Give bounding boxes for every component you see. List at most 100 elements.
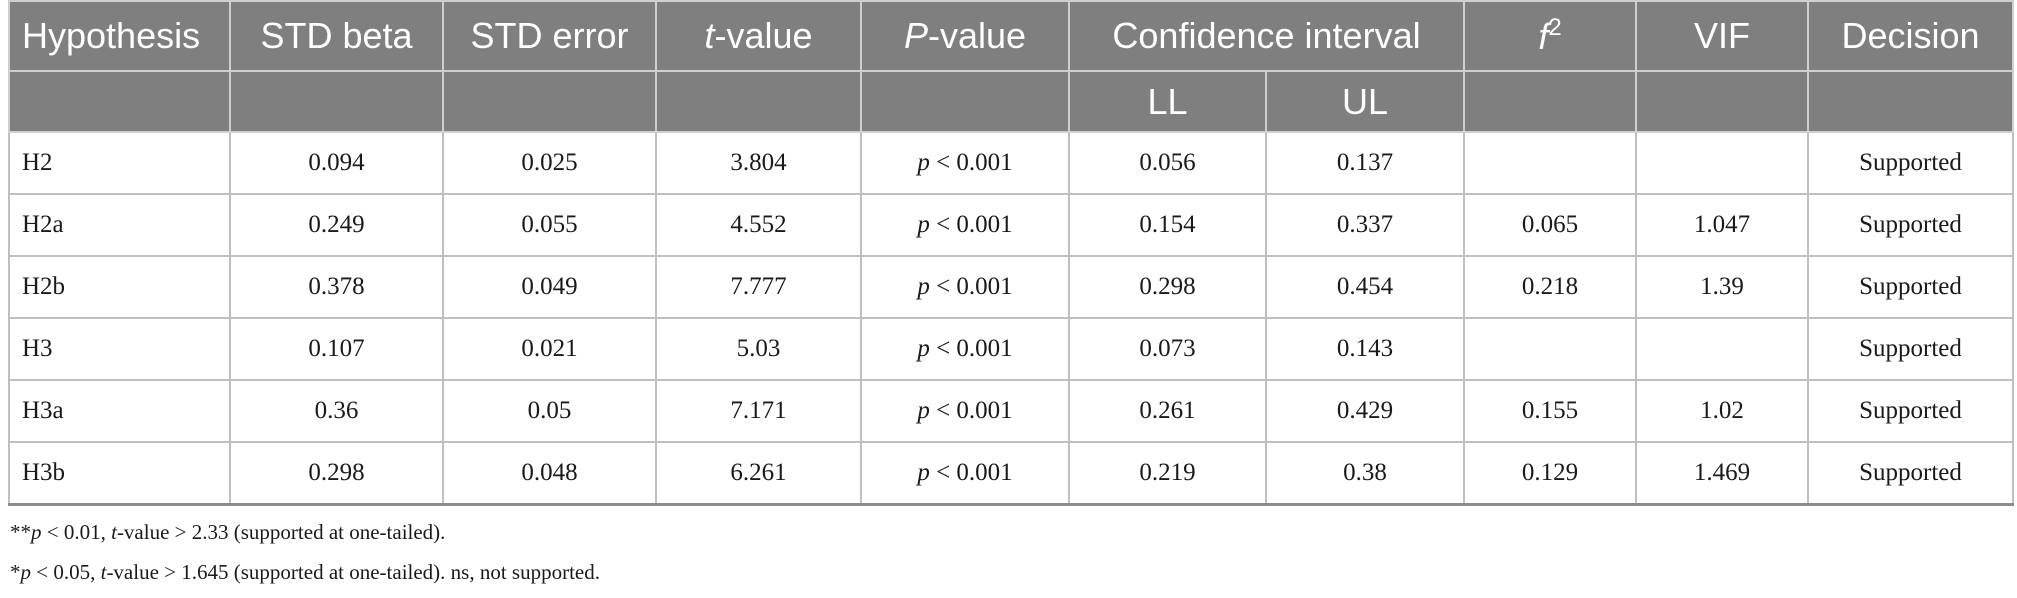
header-f-symbol: f (1538, 16, 1549, 57)
table-notes: **p < 0.01, t-value > 2.33 (supported at… (10, 512, 600, 592)
header-t-suffix: -value (714, 15, 813, 56)
cell-p-value: p < 0.001 (860, 131, 1070, 195)
p-threshold: < 0.001 (929, 397, 1013, 424)
p-threshold: < 0.001 (929, 335, 1013, 362)
cell-t-value: 7.777 (655, 255, 862, 319)
p-threshold: < 0.001 (929, 211, 1013, 238)
cell-hypothesis: H2 (8, 131, 231, 195)
cell-decision: Supported (1807, 317, 2014, 381)
cell-vif (1635, 131, 1809, 195)
p-symbol: p (917, 273, 930, 300)
cell-f-squared (1463, 317, 1637, 381)
footnote-2-p: p (20, 560, 32, 584)
cell-std-beta: 0.298 (229, 441, 444, 506)
p-symbol: p (917, 211, 930, 238)
cell-p-value: p < 0.001 (860, 193, 1070, 257)
footnote-1: **p < 0.01, t-value > 2.33 (supported at… (10, 512, 600, 552)
cell-std-error: 0.049 (442, 255, 657, 319)
cell-ul: 0.137 (1265, 131, 1465, 195)
table-row: H3 0.107 0.021 5.03 p < 0.001 0.073 0.143 Suppo… (8, 317, 2014, 381)
cell-p-value: p < 0.001 (860, 379, 1070, 443)
table-body: H2 0.094 0.025 3.804 p < 0.001 0.056 0.137 Supp… (8, 131, 2014, 506)
cell-vif (1635, 317, 1809, 381)
cell-f-squared: 0.155 (1463, 379, 1637, 443)
header-row: Hypothesis STD beta STD error t-value P-… (8, 0, 2014, 72)
table-container: Hypothesis STD beta STD error t-value P-… (8, 0, 2014, 506)
footnote-1-rest: -value > 2.33 (supported at one-tailed). (116, 520, 446, 544)
header-f-squared: f2 (1463, 0, 1637, 72)
cell-std-error: 0.025 (442, 131, 657, 195)
cell-hypothesis: H3a (8, 379, 231, 443)
subheader-empty (1463, 70, 1637, 133)
cell-std-beta: 0.249 (229, 193, 444, 257)
cell-std-error: 0.021 (442, 317, 657, 381)
header-t-value: t-value (655, 0, 862, 72)
cell-p-value: p < 0.001 (860, 255, 1070, 319)
cell-vif: 1.469 (1635, 441, 1809, 506)
subheader-ll: LL (1068, 70, 1267, 133)
cell-t-value: 6.261 (655, 441, 862, 506)
cell-ul: 0.429 (1265, 379, 1465, 443)
subheader-empty (655, 70, 862, 133)
cell-ll: 0.154 (1068, 193, 1267, 257)
cell-t-value: 7.171 (655, 379, 862, 443)
p-threshold: < 0.001 (929, 273, 1013, 300)
cell-p-value: p < 0.001 (860, 441, 1070, 506)
footnote-2: *p < 0.05, t-value > 1.645 (supported at… (10, 552, 600, 592)
footnote-2-rest: -value > 1.645 (supported at one-tailed)… (106, 560, 600, 584)
cell-t-value: 3.804 (655, 131, 862, 195)
footnote-1-t: t (111, 520, 117, 544)
header-confidence-interval: Confidence interval (1068, 0, 1465, 72)
cell-vif: 1.39 (1635, 255, 1809, 319)
subheader-ul: UL (1265, 70, 1465, 133)
cell-f-squared: 0.129 (1463, 441, 1637, 506)
cell-std-beta: 0.094 (229, 131, 444, 195)
subheader-empty (229, 70, 444, 133)
cell-decision: Supported (1807, 379, 2014, 443)
header-p-suffix: -value (927, 15, 1027, 56)
subheader-row: LL UL (8, 70, 2014, 133)
cell-vif: 1.02 (1635, 379, 1809, 443)
p-symbol: p (917, 149, 930, 176)
cell-f-squared: 0.218 (1463, 255, 1637, 319)
cell-hypothesis: H2a (8, 193, 231, 257)
cell-ul: 0.143 (1265, 317, 1465, 381)
cell-ll: 0.298 (1068, 255, 1267, 319)
header-hypothesis: Hypothesis (8, 0, 231, 72)
footnote-1-mid: < 0.01, (41, 520, 112, 544)
header-std-error: STD error (442, 0, 657, 72)
header-p-symbol: P (903, 15, 928, 56)
cell-std-error: 0.055 (442, 193, 657, 257)
cell-decision: Supported (1807, 193, 2014, 257)
header-p-value: P-value (860, 0, 1070, 72)
header-t-symbol: t (704, 15, 715, 56)
table-row: H3a 0.36 0.05 7.171 p < 0.001 0.261 0.429 0.155… (8, 379, 2014, 443)
cell-t-value: 4.552 (655, 193, 862, 257)
table-row: H2b 0.378 0.049 7.777 p < 0.001 0.298 0.454 0.2… (8, 255, 2014, 319)
cell-std-beta: 0.107 (229, 317, 444, 381)
cell-ul: 0.38 (1265, 441, 1465, 506)
header-vif: VIF (1635, 0, 1809, 72)
hypothesis-results-table: Hypothesis STD beta STD error t-value P-… (8, 0, 2014, 506)
subheader-empty (1635, 70, 1809, 133)
p-threshold: < 0.001 (929, 149, 1013, 176)
cell-std-beta: 0.36 (229, 379, 444, 443)
subheader-empty (1807, 70, 2014, 133)
cell-ll: 0.219 (1068, 441, 1267, 506)
table-row: H2a 0.249 0.055 4.552 p < 0.001 0.154 0.337 0.0… (8, 193, 2014, 257)
footnote-2-t: t (100, 560, 107, 584)
cell-hypothesis: H2b (8, 255, 231, 319)
cell-std-error: 0.048 (442, 441, 657, 506)
cell-decision: Supported (1807, 441, 2014, 506)
subheader-empty (442, 70, 657, 133)
p-threshold: < 0.001 (929, 459, 1013, 486)
cell-vif: 1.047 (1635, 193, 1809, 257)
p-symbol: p (917, 397, 930, 424)
cell-ul: 0.454 (1265, 255, 1465, 319)
header-decision: Decision (1807, 0, 2014, 72)
footnote-1-p: p (31, 520, 42, 544)
cell-p-value: p < 0.001 (860, 317, 1070, 381)
cell-decision: Supported (1807, 131, 2014, 195)
table-row: H2 0.094 0.025 3.804 p < 0.001 0.056 0.137 Supp… (8, 131, 2014, 195)
cell-hypothesis: H3b (8, 441, 231, 506)
